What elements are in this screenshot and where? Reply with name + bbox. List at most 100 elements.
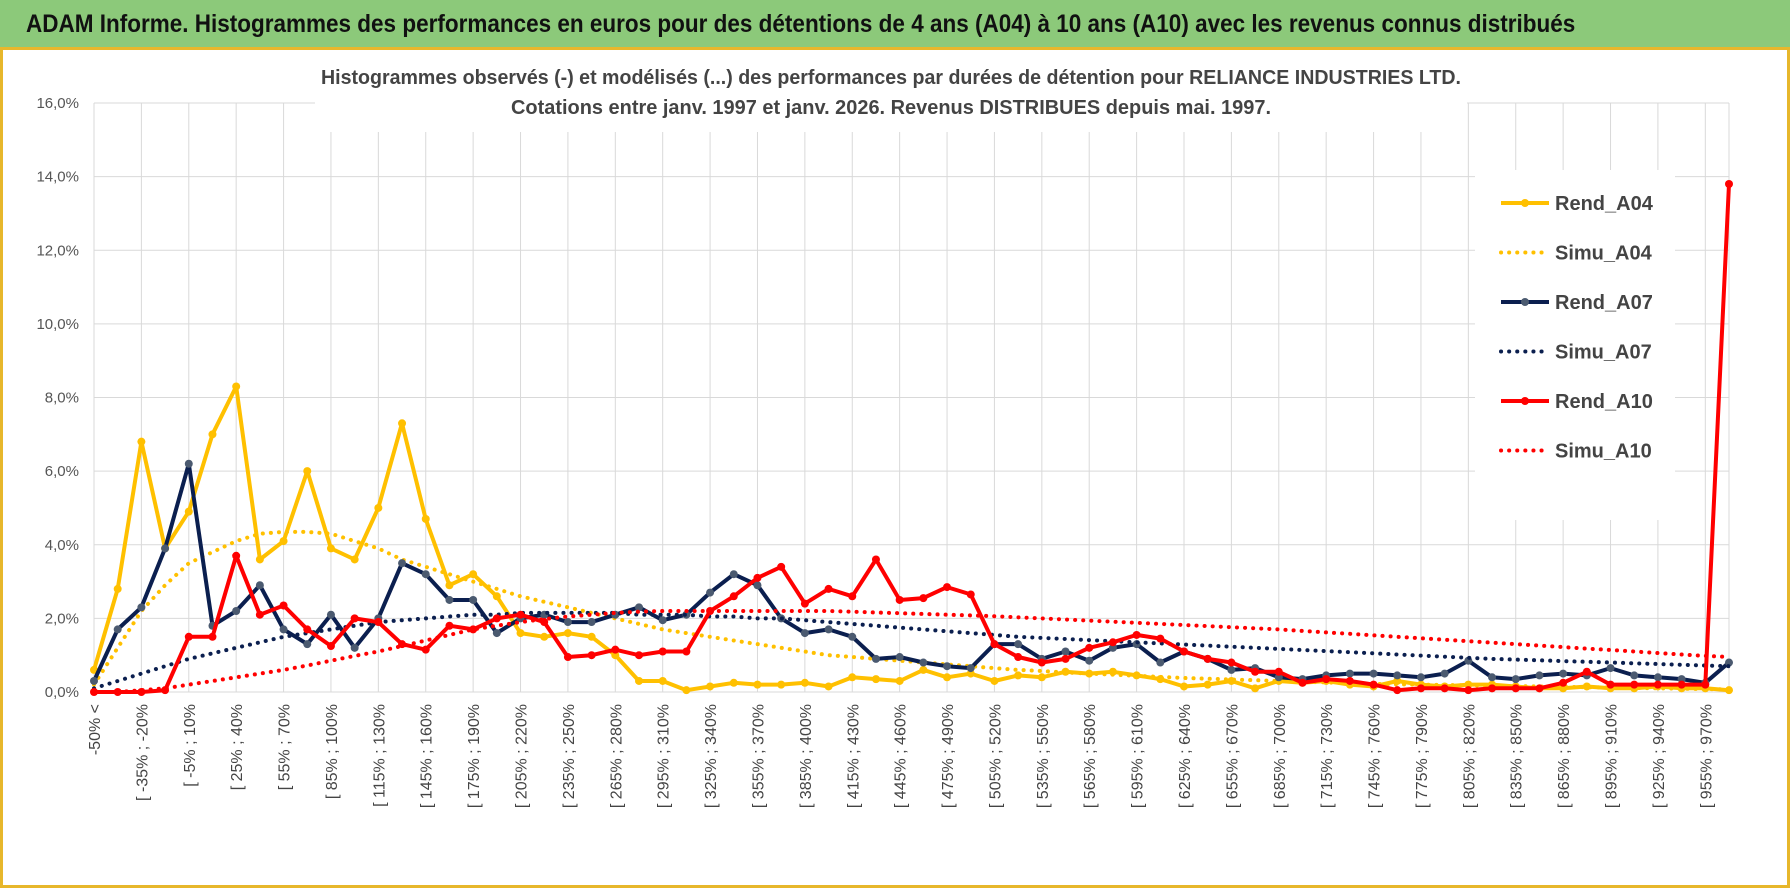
data-point-rend-a10 bbox=[421, 645, 430, 654]
data-point-rend-a04 bbox=[1180, 682, 1188, 691]
data-point-rend-a07 bbox=[587, 618, 596, 627]
data-point-rend-a07 bbox=[563, 618, 572, 627]
x-tick-label: [ 955% ; 970% bbox=[1698, 704, 1715, 808]
data-point-rend-a07 bbox=[871, 654, 880, 663]
data-series bbox=[90, 179, 1733, 696]
data-point-rend-a10 bbox=[1180, 647, 1188, 656]
data-point-rend-a10 bbox=[895, 595, 904, 604]
data-point-rend-a07 bbox=[1653, 673, 1662, 682]
data-point-rend-a04 bbox=[255, 555, 264, 564]
data-point-rend-a07 bbox=[1014, 640, 1023, 649]
chart-title-line2: Cotations entre janv. 1997 et janv. 2026… bbox=[511, 97, 1271, 119]
data-point-rend-a04 bbox=[1014, 671, 1023, 680]
data-point-rend-a04 bbox=[682, 686, 691, 695]
data-point-rend-a04 bbox=[729, 678, 738, 687]
x-tick-label: [ 895% ; 910% bbox=[1604, 704, 1621, 808]
data-point-rend-a10 bbox=[1251, 667, 1260, 676]
data-point-rend-a04 bbox=[943, 673, 952, 682]
data-point-rend-a10 bbox=[990, 640, 999, 649]
data-point-rend-a07 bbox=[1511, 675, 1520, 684]
x-tick-label: [ 445% ; 460% bbox=[893, 704, 910, 808]
data-point-rend-a10 bbox=[1559, 678, 1568, 687]
x-tick-label: [ 805% ; 820% bbox=[1461, 704, 1478, 808]
y-tick-label: 4,0% bbox=[45, 537, 79, 554]
report-title: ADAM Informe. Histogrammes des performan… bbox=[26, 10, 1576, 38]
x-tick-label: [ 775% ; 790% bbox=[1414, 704, 1431, 808]
data-point-rend-a10 bbox=[1440, 684, 1449, 693]
data-point-rend-a07 bbox=[895, 653, 904, 662]
data-point-rend-a10 bbox=[1606, 680, 1615, 689]
data-point-rend-a10 bbox=[1037, 658, 1046, 667]
x-tick-label: [ 145% ; 160% bbox=[419, 704, 436, 808]
data-point-rend-a07 bbox=[492, 629, 501, 638]
data-point-rend-a10 bbox=[469, 625, 478, 634]
data-point-rend-a07 bbox=[1108, 643, 1117, 652]
data-point-rend-a04 bbox=[871, 675, 880, 684]
x-tick-label: [ -35% ; -20% bbox=[134, 704, 151, 801]
x-tick-label: [ 295% ; 310% bbox=[656, 704, 673, 808]
data-point-rend-a10 bbox=[255, 610, 264, 619]
data-point-rend-a07 bbox=[1725, 658, 1733, 667]
x-tick-label: [ 415% ; 430% bbox=[845, 704, 862, 808]
data-point-rend-a10 bbox=[635, 651, 643, 660]
data-point-rend-a04 bbox=[824, 682, 833, 691]
legend-label-rend-a04: Rend_A04 bbox=[1555, 193, 1654, 215]
data-point-rend-a10 bbox=[871, 555, 880, 564]
data-point-rend-a10 bbox=[1298, 678, 1307, 687]
data-point-rend-a04 bbox=[113, 584, 122, 593]
data-point-rend-a07 bbox=[753, 581, 762, 590]
data-point-rend-a04 bbox=[398, 419, 407, 428]
data-point-rend-a10 bbox=[1369, 680, 1378, 689]
data-point-rend-a07 bbox=[445, 595, 454, 604]
x-tick-label: [ 175% ; 190% bbox=[466, 704, 483, 808]
data-point-rend-a10 bbox=[1132, 630, 1141, 639]
data-point-rend-a07 bbox=[1677, 675, 1686, 684]
series-line-rend-a10 bbox=[94, 183, 1731, 694]
y-tick-label: 6,0% bbox=[45, 463, 79, 480]
data-point-rend-a10 bbox=[279, 601, 288, 610]
x-tick-label: [ 55% ; 70% bbox=[277, 704, 294, 790]
data-point-rend-a10 bbox=[1582, 667, 1591, 676]
data-point-rend-a04 bbox=[563, 629, 572, 638]
data-point-rend-a04 bbox=[587, 632, 596, 641]
y-axis-ticks: 0,0% 2,0% 4,0% 6,0% 8,0% 10,0% 12,0% 14,0% 16,0% bbox=[36, 95, 79, 701]
data-point-rend-a04 bbox=[966, 669, 975, 678]
series-line-simu-a10 bbox=[92, 609, 1731, 694]
data-point-rend-a04 bbox=[777, 680, 786, 689]
data-point-rend-a07 bbox=[800, 629, 809, 638]
data-point-rend-a07 bbox=[350, 643, 359, 652]
x-tick-label: [ 355% ; 370% bbox=[750, 704, 767, 808]
data-point-rend-a07 bbox=[326, 610, 335, 619]
data-point-rend-a04 bbox=[374, 503, 383, 512]
data-point-rend-a07 bbox=[943, 662, 952, 671]
data-point-rend-a10 bbox=[1274, 667, 1283, 676]
data-point-rend-a07 bbox=[184, 459, 193, 468]
x-tick-label: [ 235% ; 250% bbox=[561, 704, 578, 808]
data-point-rend-a07 bbox=[421, 570, 430, 579]
y-tick-label: 8,0% bbox=[45, 390, 79, 407]
x-tick-label: -50% < bbox=[87, 704, 104, 755]
data-point-rend-a10 bbox=[1061, 654, 1070, 663]
data-point-rend-a07 bbox=[90, 676, 98, 685]
data-point-rend-a10 bbox=[966, 590, 975, 599]
data-point-rend-a07 bbox=[1061, 647, 1070, 656]
data-point-rend-a07 bbox=[729, 570, 738, 579]
data-point-rend-a10 bbox=[1488, 684, 1497, 693]
data-point-rend-a07 bbox=[1156, 658, 1165, 667]
data-point-rend-a10 bbox=[445, 621, 454, 630]
data-point-rend-a04 bbox=[706, 682, 715, 691]
x-tick-label: [ 115% ; 130% bbox=[371, 704, 388, 807]
data-point-rend-a10 bbox=[492, 614, 501, 623]
x-tick-label: [ 265% ; 280% bbox=[608, 704, 625, 808]
x-tick-label: [ 205% ; 220% bbox=[514, 704, 531, 808]
data-point-rend-a04 bbox=[137, 437, 146, 446]
data-point-rend-a04 bbox=[350, 555, 359, 564]
data-point-rend-a07 bbox=[1393, 671, 1402, 680]
x-tick-label: [ 625% ; 640% bbox=[1177, 704, 1194, 808]
legend-marker-rend-a04 bbox=[1521, 199, 1529, 207]
data-point-rend-a10 bbox=[1416, 684, 1425, 693]
series-line-simu-a07 bbox=[92, 610, 1731, 691]
data-point-rend-a07 bbox=[1440, 669, 1449, 678]
data-point-rend-a07 bbox=[398, 559, 407, 568]
data-point-rend-a10 bbox=[729, 592, 738, 601]
